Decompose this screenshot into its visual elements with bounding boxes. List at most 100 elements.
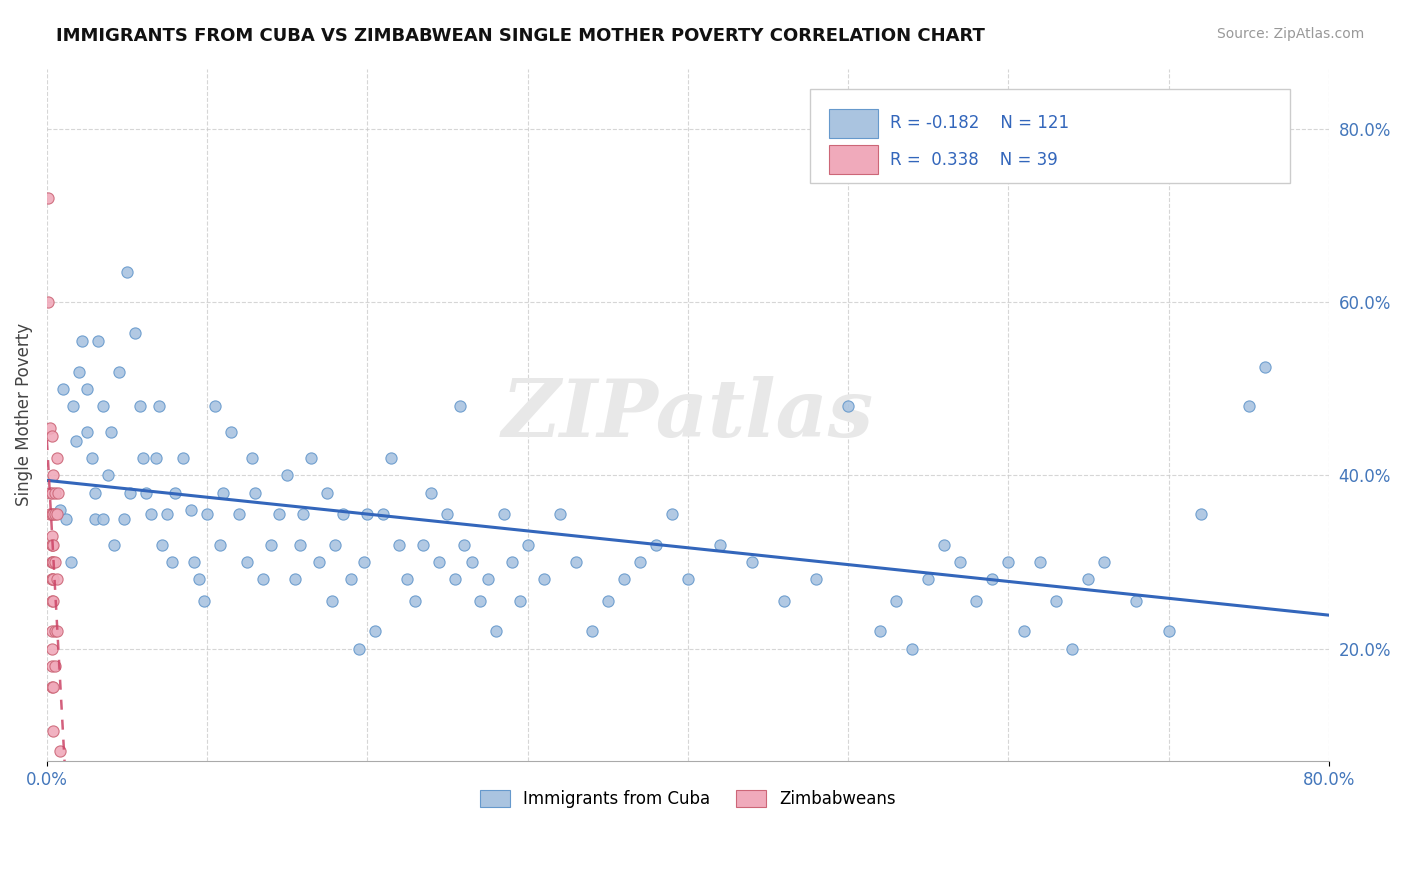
Point — [103, 538, 125, 552]
Point — [449, 399, 471, 413]
Point — [460, 555, 482, 569]
Text: Source: ZipAtlas.com: Source: ZipAtlas.com — [1216, 27, 1364, 41]
Point — [41, 572, 63, 586]
Point — [115, 265, 138, 279]
Point — [172, 451, 194, 466]
Point — [276, 468, 298, 483]
Point — [492, 508, 515, 522]
Point — [284, 572, 307, 586]
Point — [501, 555, 523, 569]
Point — [477, 572, 499, 586]
Point — [160, 555, 183, 569]
Point — [997, 555, 1019, 569]
Point — [52, 382, 75, 396]
Bar — [830, 145, 877, 175]
Point — [901, 641, 924, 656]
Point — [564, 555, 586, 569]
Point — [484, 624, 506, 639]
Point — [204, 399, 226, 413]
Point — [804, 572, 827, 586]
Point — [228, 508, 250, 522]
Point — [45, 508, 67, 522]
Text: ZIPatlas: ZIPatlas — [502, 376, 875, 453]
Point — [41, 555, 63, 569]
FancyBboxPatch shape — [810, 89, 1291, 183]
Point — [533, 572, 555, 586]
Point — [84, 485, 107, 500]
Point — [41, 538, 63, 552]
Point — [349, 641, 371, 656]
Point — [188, 572, 211, 586]
Point — [340, 572, 363, 586]
Y-axis label: Single Mother Poverty: Single Mother Poverty — [15, 323, 32, 507]
Point — [1045, 594, 1067, 608]
Point — [396, 572, 419, 586]
Point — [145, 451, 167, 466]
Point — [108, 364, 131, 378]
Point — [444, 572, 467, 586]
Point — [97, 468, 120, 483]
Point — [84, 511, 107, 525]
Point — [364, 624, 387, 639]
Point — [46, 485, 69, 500]
Point — [212, 485, 235, 500]
Point — [44, 658, 66, 673]
Text: IMMIGRANTS FROM CUBA VS ZIMBABWEAN SINGLE MOTHER POVERTY CORRELATION CHART: IMMIGRANTS FROM CUBA VS ZIMBABWEAN SINGL… — [56, 27, 986, 45]
Point — [91, 399, 114, 413]
Point — [44, 555, 66, 569]
Point — [59, 555, 82, 569]
Point — [42, 468, 65, 483]
Point — [1125, 594, 1147, 608]
Point — [112, 511, 135, 525]
Point — [420, 485, 443, 500]
Point — [76, 382, 98, 396]
Point — [934, 538, 956, 552]
Point — [1157, 624, 1180, 639]
Point — [661, 508, 683, 522]
Point — [48, 503, 70, 517]
Point — [356, 508, 378, 522]
Point — [42, 681, 65, 695]
Point — [412, 538, 434, 552]
Point — [308, 555, 330, 569]
Point — [884, 594, 907, 608]
Point — [41, 658, 63, 673]
Point — [240, 451, 263, 466]
Point — [219, 425, 242, 439]
Point — [676, 572, 699, 586]
Point — [316, 485, 339, 500]
Point — [135, 485, 157, 500]
Point — [42, 555, 65, 569]
Point — [45, 451, 67, 466]
Point — [581, 624, 603, 639]
Point — [41, 485, 63, 500]
Point — [41, 529, 63, 543]
Point — [183, 555, 205, 569]
Point — [965, 594, 987, 608]
Point — [981, 572, 1004, 586]
Point — [44, 508, 66, 522]
Point — [917, 572, 939, 586]
Point — [148, 399, 170, 413]
Point — [80, 451, 103, 466]
Point — [628, 555, 651, 569]
Point — [55, 511, 77, 525]
Point — [42, 594, 65, 608]
Legend: Immigrants from Cuba, Zimbabweans: Immigrants from Cuba, Zimbabweans — [474, 783, 903, 815]
Point — [245, 485, 267, 500]
Point — [44, 485, 66, 500]
Point — [42, 572, 65, 586]
Point — [41, 641, 63, 656]
Point — [62, 399, 84, 413]
Point — [128, 399, 150, 413]
Point — [139, 508, 162, 522]
Point — [42, 538, 65, 552]
Text: R = -0.182    N = 121: R = -0.182 N = 121 — [890, 114, 1070, 132]
Point — [41, 555, 63, 569]
Point — [48, 744, 70, 758]
Point — [644, 538, 666, 552]
Point — [195, 508, 218, 522]
Point — [321, 594, 343, 608]
Point — [165, 485, 187, 500]
Point — [39, 508, 62, 522]
